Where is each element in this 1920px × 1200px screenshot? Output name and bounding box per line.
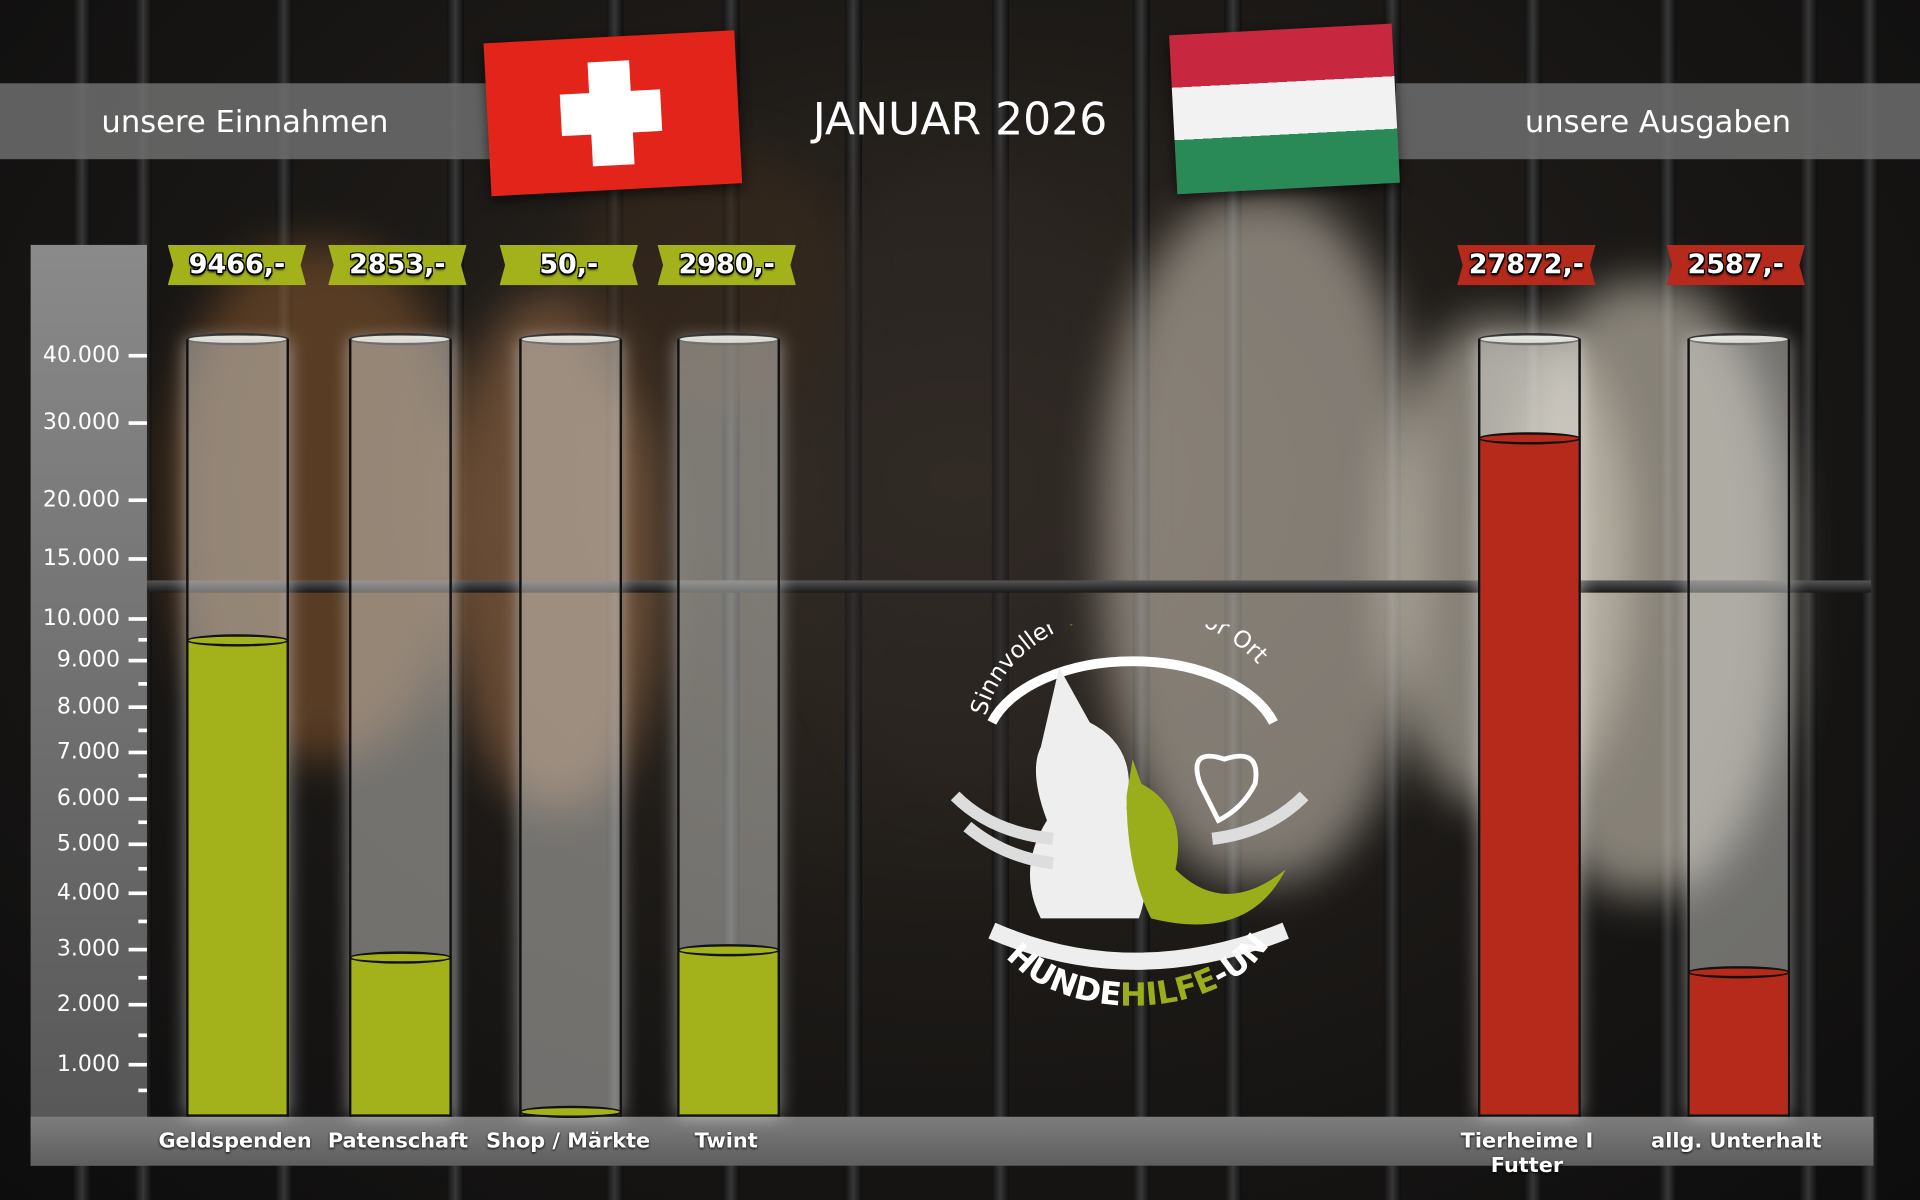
value-label: 2853,- bbox=[328, 244, 467, 286]
value-label: 2980,- bbox=[657, 244, 796, 286]
category-label: allg. Unterhalt bbox=[1651, 1128, 1822, 1154]
cage-crossbar bbox=[146, 580, 1872, 593]
y-tick bbox=[128, 947, 147, 952]
expense-band: unsere Ausgaben bbox=[1395, 83, 1920, 160]
y-tick bbox=[128, 353, 147, 358]
y-tick-label: 30.000 bbox=[42, 409, 121, 436]
y-tick bbox=[128, 1062, 147, 1067]
category-label: Shop / Märkte bbox=[486, 1128, 651, 1154]
y-tick bbox=[128, 891, 147, 896]
y-tick-label: 15.000 bbox=[42, 545, 121, 572]
category-label: Tierheime I Futter bbox=[1460, 1128, 1594, 1178]
hungary-flag bbox=[1169, 23, 1400, 195]
income-band: unsere Einnahmen bbox=[0, 83, 490, 160]
bar-tube bbox=[1687, 339, 1791, 1117]
y-tick bbox=[128, 498, 147, 503]
y-minor-tick bbox=[138, 819, 147, 824]
y-tick bbox=[128, 797, 147, 801]
y-minor-tick bbox=[138, 773, 147, 778]
y-tick-label: 7.000 bbox=[56, 738, 121, 765]
y-axis bbox=[30, 244, 147, 1166]
bar-shop-märkte bbox=[519, 1105, 623, 1118]
dog-photo-region bbox=[808, 159, 1127, 796]
bar-top bbox=[1687, 965, 1791, 978]
y-tick bbox=[128, 658, 147, 663]
y-tick-label: 4.000 bbox=[56, 879, 121, 906]
value-label: 27872,- bbox=[1457, 244, 1596, 286]
value-label: 2587,- bbox=[1666, 244, 1805, 286]
y-tick-label: 9.000 bbox=[56, 647, 121, 673]
y-minor-tick bbox=[138, 637, 147, 642]
y-tick bbox=[128, 617, 147, 621]
bar-tube bbox=[348, 339, 452, 1117]
y-minor-tick bbox=[138, 1032, 147, 1037]
y-tick bbox=[128, 1002, 147, 1007]
bar-twint bbox=[677, 943, 781, 1115]
bar-top bbox=[348, 950, 452, 964]
y-tick bbox=[128, 421, 147, 425]
y-minor-tick bbox=[138, 866, 147, 871]
bar-top bbox=[519, 1105, 623, 1118]
y-minor-tick bbox=[138, 919, 147, 924]
income-heading: unsere Einnahmen bbox=[101, 103, 389, 139]
value-label: 50,- bbox=[499, 244, 638, 286]
y-minor-tick bbox=[138, 727, 147, 732]
cage-bar bbox=[1861, 0, 1879, 1200]
bar-patenschaft bbox=[348, 950, 452, 1115]
bar-tube bbox=[519, 339, 623, 1118]
y-minor-tick bbox=[138, 682, 147, 686]
y-tick-label: 20.000 bbox=[42, 486, 121, 513]
expense-heading: unsere Ausgaben bbox=[1524, 103, 1792, 139]
y-tick bbox=[128, 557, 147, 561]
switzerland-flag bbox=[483, 30, 743, 197]
value-label: 9466,- bbox=[167, 244, 307, 286]
y-tick-label: 5.000 bbox=[56, 830, 121, 857]
y-tick-label: 10.000 bbox=[42, 605, 121, 632]
dog-photo-region bbox=[1102, 195, 1421, 882]
bar-tube bbox=[186, 339, 289, 1117]
y-tick-label: 3.000 bbox=[56, 936, 121, 962]
bar-allg-unterhalt bbox=[1687, 965, 1791, 1115]
y-tick bbox=[128, 705, 147, 709]
page-title: JANUAR 2026 bbox=[812, 95, 1108, 146]
bar-geldspenden bbox=[186, 634, 289, 1115]
y-minor-tick bbox=[138, 1087, 147, 1092]
cage-bar bbox=[1800, 0, 1818, 1200]
y-tick-label: 40.000 bbox=[42, 342, 121, 368]
y-tick-label: 1.000 bbox=[56, 1051, 121, 1077]
bar-top bbox=[1477, 432, 1581, 446]
y-tick-label: 6.000 bbox=[56, 785, 121, 812]
y-tick-label: 2.000 bbox=[56, 991, 121, 1017]
y-minor-tick bbox=[138, 975, 147, 979]
bar-tube bbox=[677, 339, 781, 1117]
bar-tierheime-i-futter bbox=[1477, 432, 1581, 1115]
category-label: Twint bbox=[694, 1128, 758, 1154]
y-tick bbox=[128, 842, 147, 847]
bar-top bbox=[186, 634, 289, 647]
category-strip bbox=[30, 1116, 1874, 1166]
category-label: Geldspenden bbox=[158, 1128, 312, 1154]
hundehilfe-ungarn-logo: Sinnvoller Tierschutz vor Ort HUNDEHILFE… bbox=[943, 624, 1309, 1014]
y-tick-label: 8.000 bbox=[56, 693, 121, 720]
y-tick bbox=[128, 750, 147, 755]
bar-tube bbox=[1477, 339, 1581, 1117]
category-label: Patenschaft bbox=[327, 1128, 469, 1154]
bar-top bbox=[677, 943, 781, 957]
